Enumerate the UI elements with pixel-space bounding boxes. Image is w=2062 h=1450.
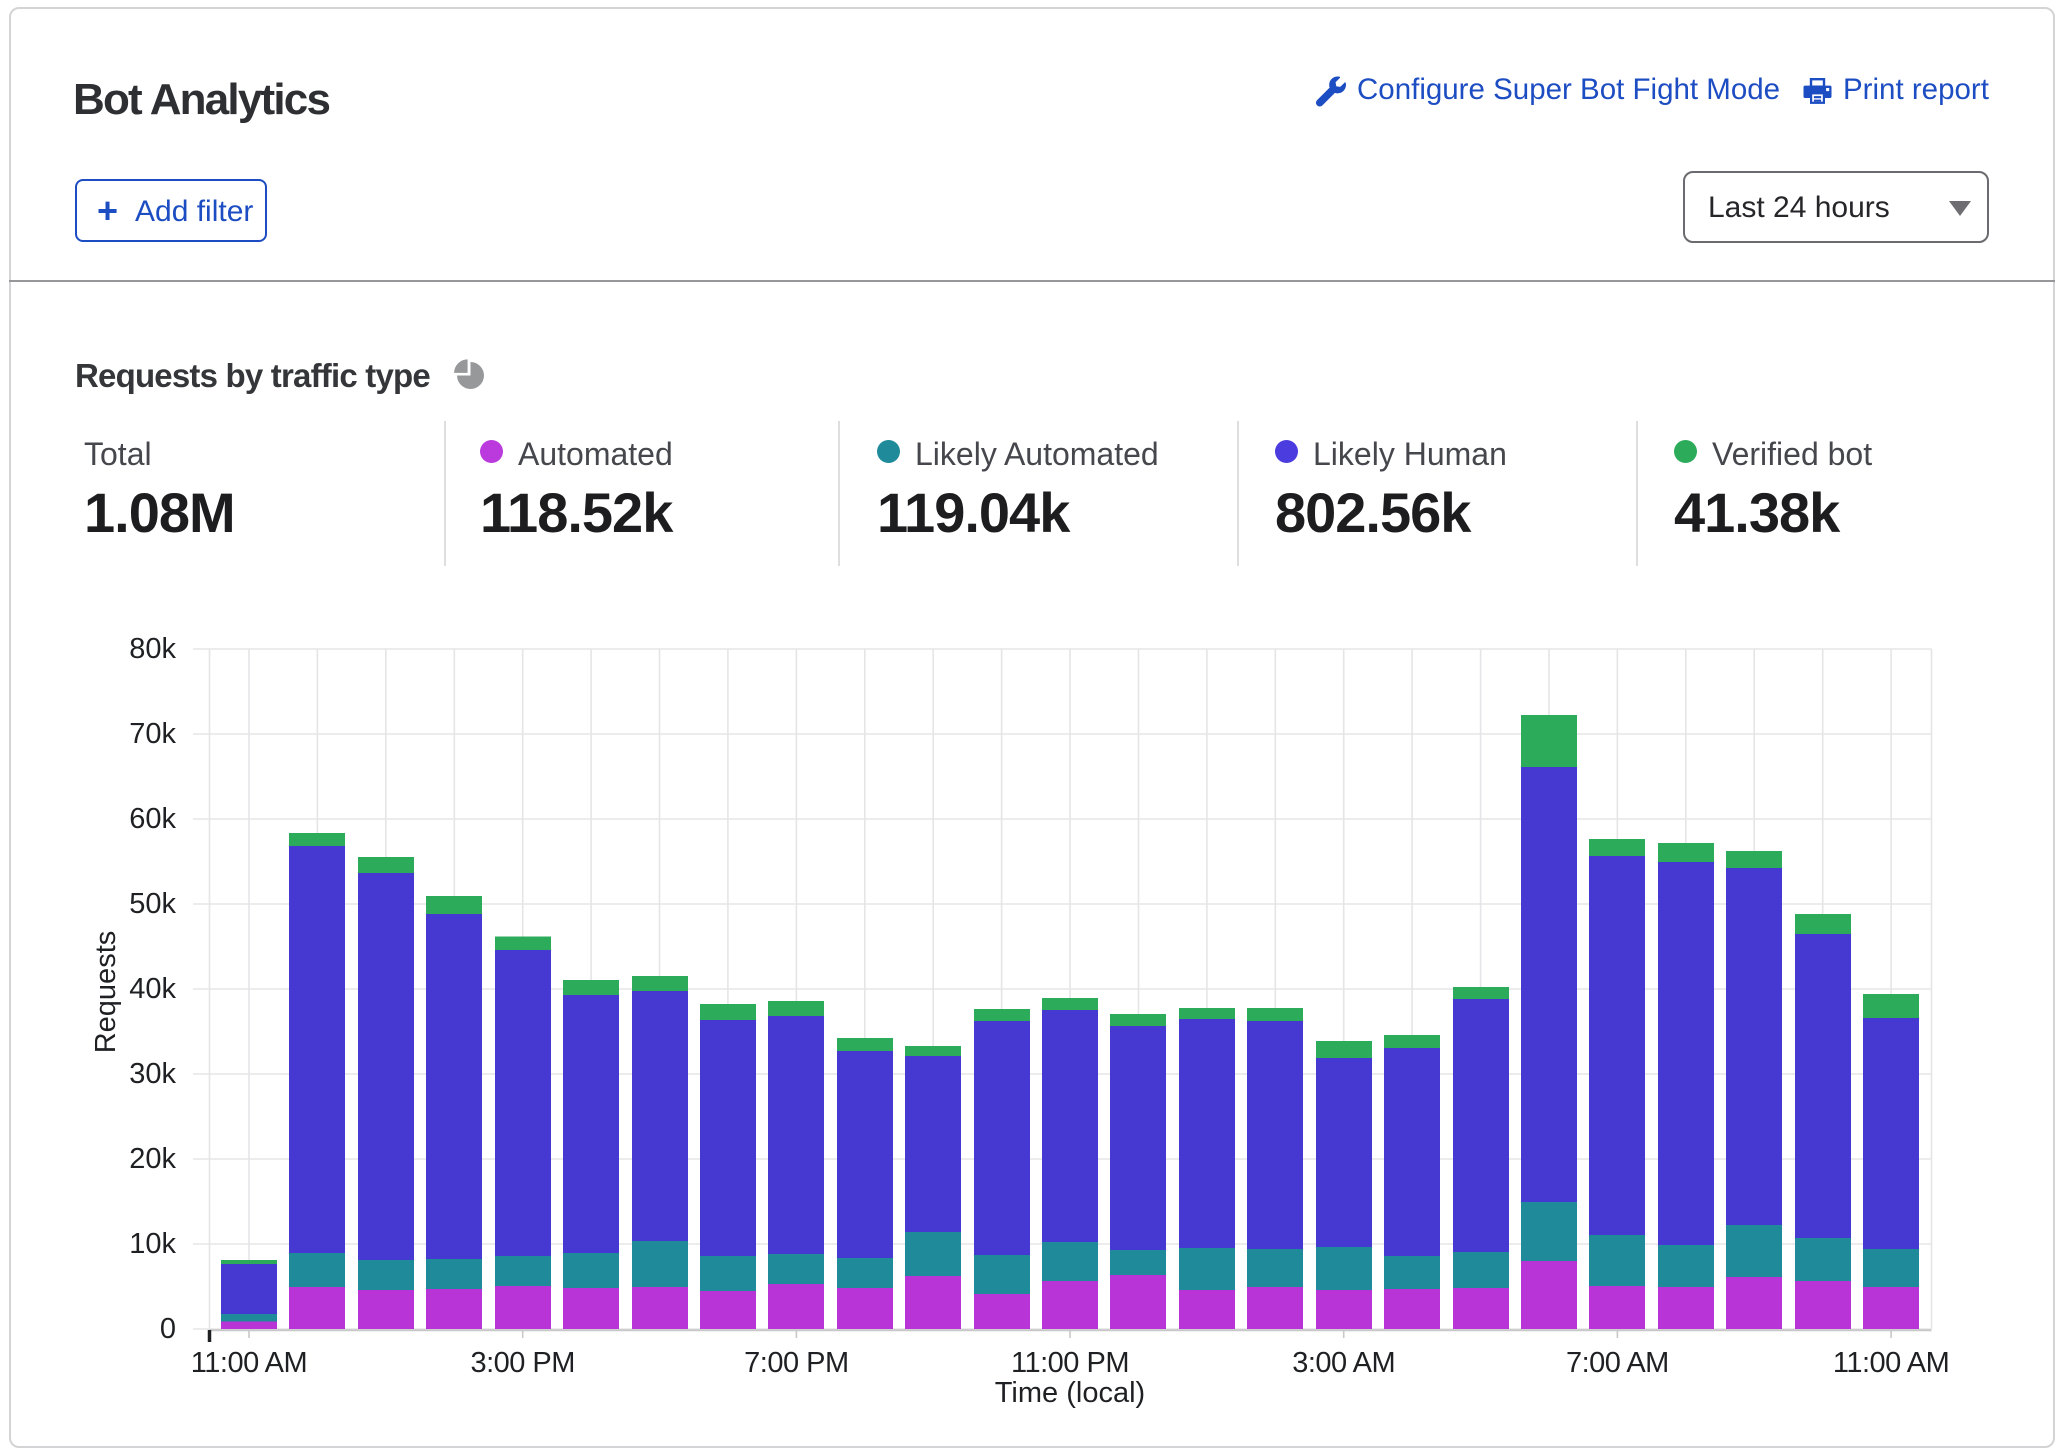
svg-text:11:00 AM: 11:00 AM: [1833, 1347, 1949, 1379]
svg-text:7:00 PM: 7:00 PM: [744, 1347, 849, 1379]
svg-text:40k: 40k: [129, 973, 176, 1005]
svg-text:20k: 20k: [129, 1143, 176, 1175]
svg-text:0: 0: [160, 1313, 176, 1345]
svg-text:50k: 50k: [129, 888, 176, 920]
svg-text:11:00 PM: 11:00 PM: [1011, 1347, 1129, 1379]
svg-text:10k: 10k: [129, 1228, 176, 1260]
svg-text:30k: 30k: [129, 1058, 176, 1090]
svg-text:11:00 AM: 11:00 AM: [191, 1347, 307, 1379]
svg-text:7:00 AM: 7:00 AM: [1566, 1347, 1669, 1379]
svg-text:3:00 AM: 3:00 AM: [1292, 1347, 1395, 1379]
svg-text:70k: 70k: [129, 718, 176, 750]
svg-text:Requests: Requests: [90, 931, 122, 1054]
svg-text:80k: 80k: [129, 633, 176, 665]
svg-text:Time (local): Time (local): [995, 1377, 1145, 1409]
svg-text:60k: 60k: [129, 803, 176, 835]
svg-text:3:00 PM: 3:00 PM: [470, 1347, 575, 1379]
